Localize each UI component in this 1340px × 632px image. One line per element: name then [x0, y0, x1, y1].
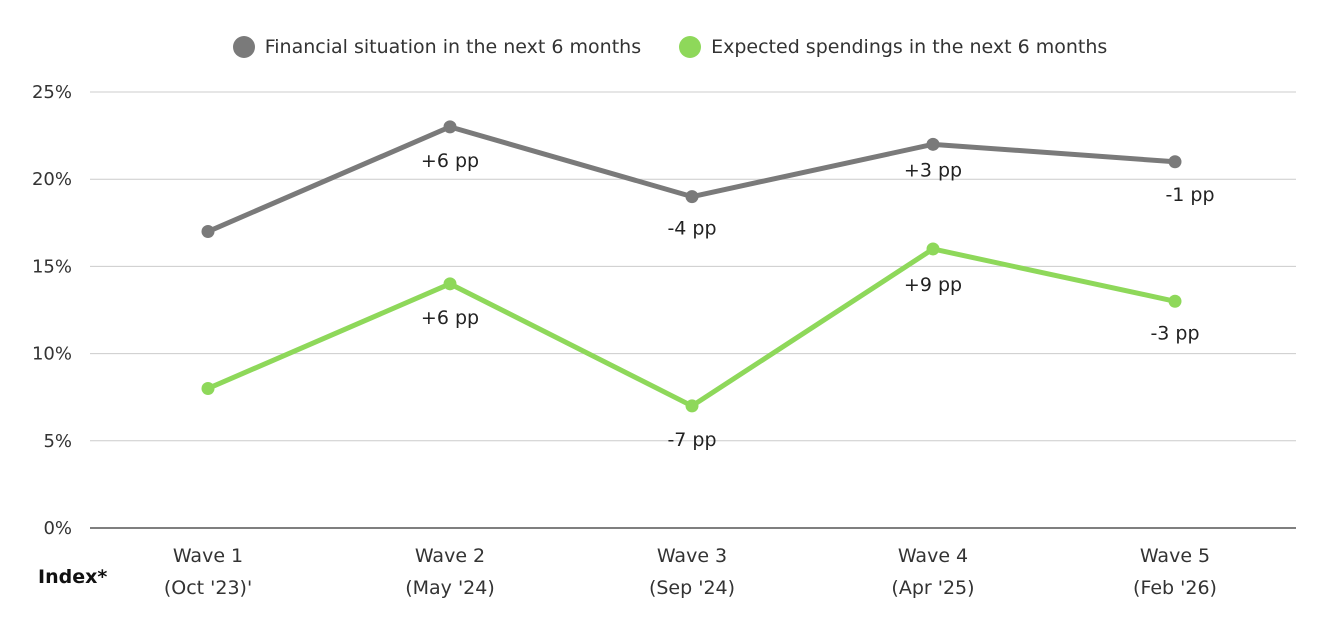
x-tick-line-1: Wave 1	[173, 545, 243, 567]
data-point	[685, 190, 699, 204]
legend-marker-spendings	[679, 36, 702, 58]
x-tick-line-1: Wave 4	[898, 545, 968, 567]
series-line-1	[205, 246, 1178, 409]
x-tick-line-2: (May '24)	[405, 577, 495, 599]
x-tick-line-2: (Oct '23)'	[164, 577, 252, 599]
data-point	[201, 225, 215, 239]
data-point	[443, 120, 457, 134]
legend-marker-financial	[232, 36, 255, 58]
x-tick-line-2: (Sep '24)	[649, 577, 735, 599]
y-tick-label: 5%	[43, 431, 72, 452]
data-point	[926, 137, 940, 151]
x-tick-line-2: (Feb '26)	[1133, 577, 1217, 599]
data-label: +6 pp	[421, 150, 479, 172]
x-tick-label: Wave 5 (Feb '26)	[1133, 545, 1217, 599]
x-tick-label: Wave 1 (Oct '23)'	[164, 545, 252, 599]
data-point	[685, 399, 699, 413]
y-tick-label: 15%	[32, 256, 72, 277]
data-point	[201, 381, 215, 395]
legend-item-financial: Financial situation in the next 6 months	[232, 36, 642, 58]
data-label: -1 pp	[1165, 184, 1214, 206]
data-label: +6 pp	[421, 307, 479, 329]
x-tick-label: Wave 4 (Apr '25)	[891, 545, 974, 599]
data-label: +3 pp	[904, 159, 962, 181]
legend-label-financial: Financial situation in the next 6 months	[264, 36, 642, 58]
legend-item-spendings: Expected spendings in the next 6 months	[679, 36, 1107, 58]
legend-label-spendings: Expected spendings in the next 6 months	[711, 36, 1108, 58]
index-label: Index*	[38, 566, 108, 588]
data-label: -4 pp	[667, 218, 716, 240]
y-tick-label: 10%	[32, 344, 72, 365]
x-tick-line-2: (Apr '25)	[891, 577, 974, 599]
data-label: -7 pp	[667, 429, 716, 451]
data-label: -3 pp	[1150, 322, 1199, 344]
y-tick-label: 0%	[43, 518, 72, 539]
x-tick-label: Wave 2 (May '24)	[405, 545, 495, 599]
x-tick-line-1: Wave 2	[415, 545, 485, 567]
data-point	[1168, 155, 1182, 169]
data-label: +9 pp	[904, 274, 962, 296]
data-point	[443, 277, 457, 291]
data-point	[1168, 294, 1182, 308]
y-tick-label: 20%	[32, 169, 72, 190]
x-tick-label: Wave 3 (Sep '24)	[649, 545, 735, 599]
y-tick-label: 25%	[32, 82, 72, 103]
x-tick-line-1: Wave 5	[1140, 545, 1210, 567]
legend: Financial situation in the next 6 months…	[0, 36, 1340, 58]
data-point	[926, 242, 940, 256]
x-tick-line-1: Wave 3	[657, 545, 727, 567]
